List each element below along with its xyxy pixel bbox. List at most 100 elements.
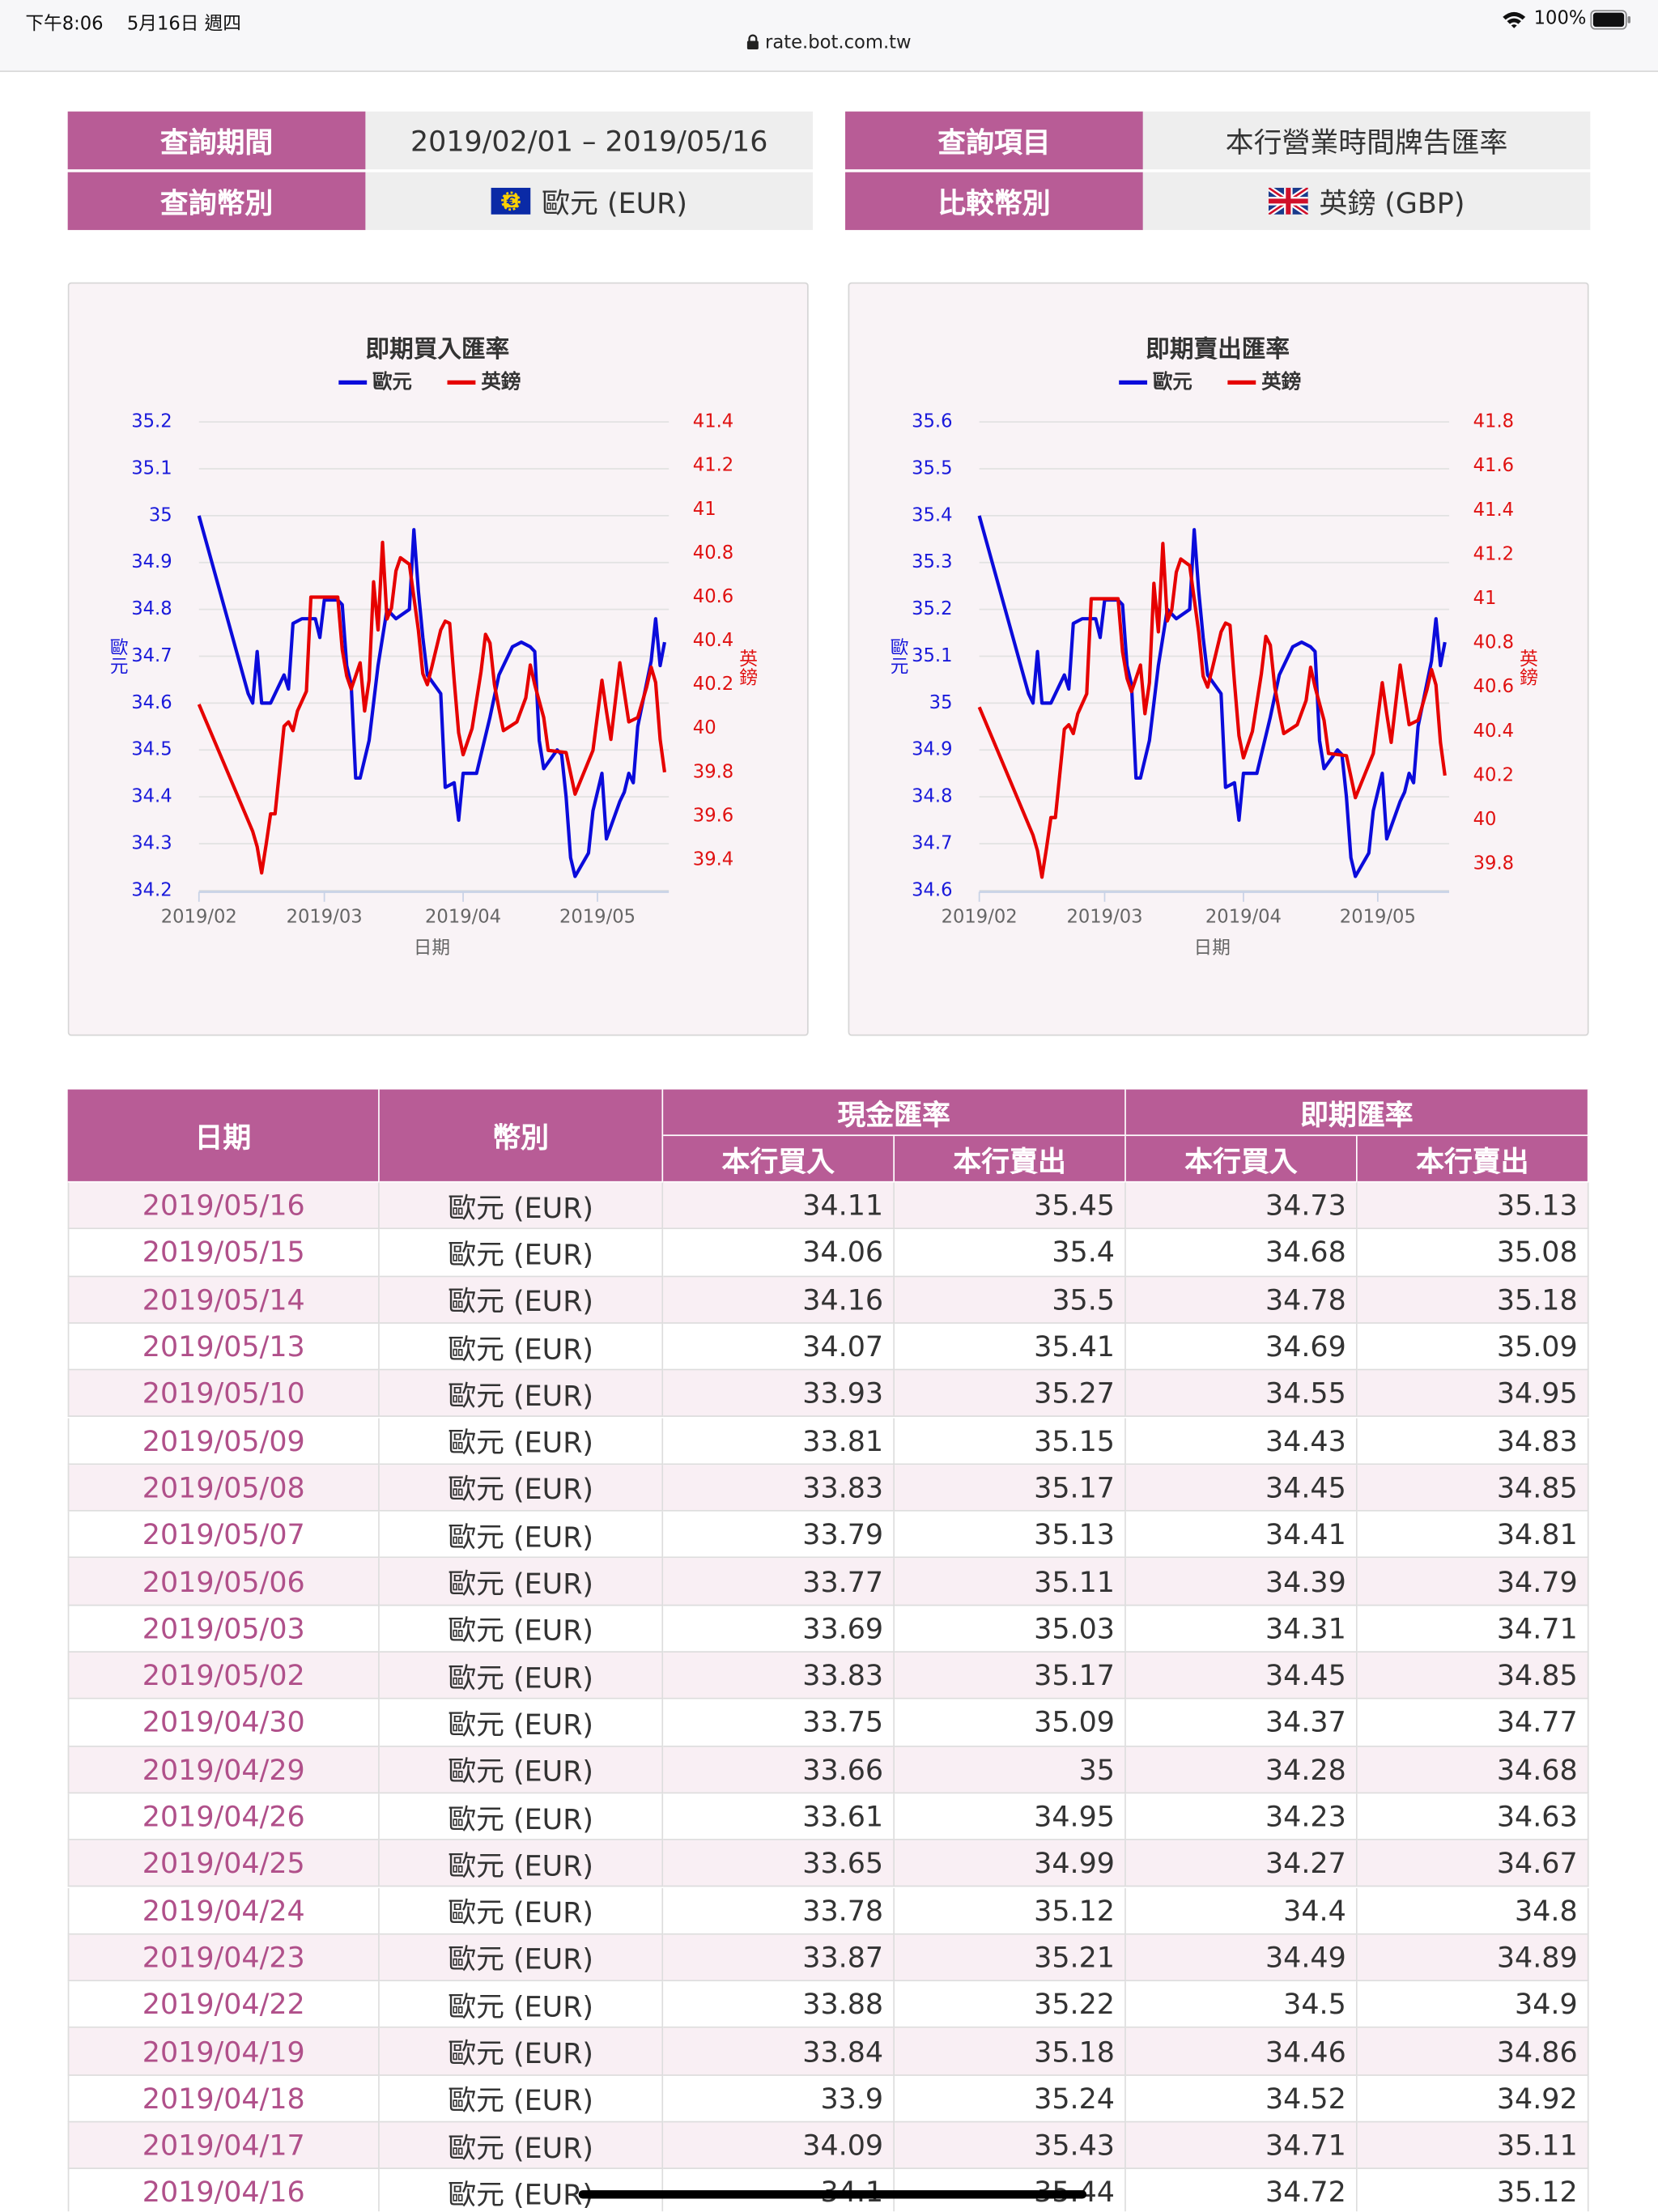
x-tick-label: 2019/03 xyxy=(1066,906,1142,927)
series-line xyxy=(977,515,1447,878)
y2-tick-label: 40.6 xyxy=(1473,676,1514,697)
url-bar[interactable]: rate.bot.com.tw xyxy=(0,32,1658,53)
rate-cell: 35.18 xyxy=(1357,1276,1589,1324)
rate-cell: 34.85 xyxy=(1357,1464,1589,1512)
y-axis-title: 歐元 xyxy=(887,638,908,675)
query-value: 英鎊 (GBP) xyxy=(1142,172,1591,231)
series-line xyxy=(977,542,1447,879)
series-line xyxy=(197,540,667,875)
y2-tick-label: 41.2 xyxy=(693,455,733,476)
rate-cell: 34.37 xyxy=(1125,1699,1358,1747)
rate-cell: 33.93 xyxy=(663,1370,895,1418)
y-tick-label: 34.7 xyxy=(131,645,172,666)
rate-cell: 35.18 xyxy=(895,2028,1126,2076)
query-compare: 英鎊 (GBP) xyxy=(1319,186,1465,220)
currency-cell: 歐元 (EUR) xyxy=(379,1417,664,1465)
y-tick-label: 35.6 xyxy=(912,411,952,432)
battery-icon xyxy=(1590,10,1631,30)
y-tick-label: 34.8 xyxy=(912,786,952,807)
y-tick-label: 35.3 xyxy=(912,551,952,572)
query-label: 查詢項目 xyxy=(845,111,1143,170)
y2-tick-label: 39.8 xyxy=(1473,853,1514,874)
rate-cell: 35 xyxy=(895,1746,1126,1794)
y-tick-label: 34.6 xyxy=(912,879,952,900)
legend-label: 英鎊 xyxy=(481,369,521,393)
x-tick-label: 2019/04 xyxy=(425,906,501,927)
currency-cell: 歐元 (EUR) xyxy=(379,1464,664,1512)
y2-tick-label: 41.6 xyxy=(1473,455,1514,476)
currency-cell: 歐元 (EUR) xyxy=(379,1605,664,1653)
rate-cell: 35.11 xyxy=(895,1558,1126,1606)
date-cell: 2019/05/06 xyxy=(67,1558,380,1606)
date-cell: 2019/04/30 xyxy=(67,1699,380,1747)
rate-cell: 35.15 xyxy=(895,1417,1126,1465)
currency-cell: 歐元 (EUR) xyxy=(379,1887,664,1935)
date-cell: 2019/04/17 xyxy=(67,2122,380,2170)
header-cell: 幣別 xyxy=(379,1089,664,1183)
rate-cell: 34.52 xyxy=(1125,2075,1358,2123)
rate-cell: 34.71 xyxy=(1357,1605,1589,1653)
y2-tick-label: 40.4 xyxy=(693,630,733,651)
rate-cell: 35.09 xyxy=(895,1699,1126,1747)
rate-cell: 35.27 xyxy=(895,1370,1126,1418)
rate-cell: 35.03 xyxy=(895,1605,1126,1653)
y2-tick-label: 40 xyxy=(1473,809,1497,830)
rate-cell: 35.41 xyxy=(895,1323,1126,1371)
y-tick-label: 35.2 xyxy=(912,598,952,619)
date-cell: 2019/04/29 xyxy=(67,1746,380,1794)
rate-cell: 34.95 xyxy=(1357,1370,1589,1418)
currency-cell: 歐元 (EUR) xyxy=(379,2075,664,2123)
query-label: 查詢幣別 xyxy=(67,172,366,231)
rate-cell: 33.75 xyxy=(663,1699,895,1747)
rate-cell: 35.12 xyxy=(895,1887,1126,1935)
rate-cell: 34.16 xyxy=(663,1276,895,1324)
rate-cell: 35.08 xyxy=(1357,1229,1589,1277)
rate-cell: 35.17 xyxy=(895,1464,1126,1512)
y-tick-label: 34.7 xyxy=(912,832,952,853)
x-tick-label: 2019/03 xyxy=(287,906,363,927)
rate-cell: 35.5 xyxy=(895,1276,1126,1324)
status-bar: 下午8:06 5月16日 週四 100% rate.bot.com.tw xyxy=(0,0,1658,72)
y2-tick-label: 40.2 xyxy=(1473,764,1514,785)
rate-cell: 35.24 xyxy=(895,2075,1126,2123)
rate-cell: 34.86 xyxy=(1357,2028,1589,2076)
x-tick-label: 2019/05 xyxy=(559,906,636,927)
header-cell: 本行買入 xyxy=(1125,1136,1358,1183)
y-tick-label: 34.9 xyxy=(131,551,172,572)
y2-tick-label: 39.8 xyxy=(693,761,733,782)
rate-cell: 34.41 xyxy=(1125,1511,1358,1559)
rate-cell: 34.72 xyxy=(1125,2169,1358,2212)
rate-cell: 34.83 xyxy=(1357,1417,1589,1465)
header-cell: 本行賣出 xyxy=(895,1136,1126,1183)
rate-cell: 35.11 xyxy=(1357,2122,1589,2170)
y-tick-label: 34.8 xyxy=(131,598,172,619)
currency-cell: 歐元 (EUR) xyxy=(379,1934,664,1982)
y2-tick-label: 40.4 xyxy=(1473,721,1514,742)
x-tick-label: 2019/04 xyxy=(1205,906,1282,927)
chart-title: 即期賣出匯率 xyxy=(1146,334,1290,363)
rate-cell: 34.4 xyxy=(1125,1887,1358,1935)
rate-cell: 34.81 xyxy=(1357,1511,1589,1559)
rate-cell: 34.49 xyxy=(1125,1934,1358,1982)
rate-cell: 33.9 xyxy=(663,2075,895,2123)
rate-cell: 34.07 xyxy=(663,1323,895,1371)
rate-cell: 33.66 xyxy=(663,1746,895,1794)
query-period: 2019/02/01 – 2019/05/16 xyxy=(410,123,768,158)
date-cell: 2019/05/08 xyxy=(67,1464,380,1512)
date-cell: 2019/05/02 xyxy=(67,1653,380,1700)
date-cell: 2019/05/09 xyxy=(67,1417,380,1465)
chart-frame xyxy=(848,282,1589,1036)
y-tick-label: 34.9 xyxy=(912,739,952,760)
query-value: 2019/02/01 – 2019/05/16 xyxy=(365,111,813,170)
x-tick-label: 2019/02 xyxy=(161,906,237,927)
legend-label: 英鎊 xyxy=(1261,369,1301,393)
y2-tick-label: 40 xyxy=(693,717,716,738)
rate-cell: 35.43 xyxy=(895,2122,1126,2170)
rate-cell: 33.83 xyxy=(663,1653,895,1700)
y2-tick-label: 41.8 xyxy=(1473,411,1514,432)
y2-tick-label: 41 xyxy=(1473,588,1497,609)
rate-cell: 34.92 xyxy=(1357,2075,1589,2123)
